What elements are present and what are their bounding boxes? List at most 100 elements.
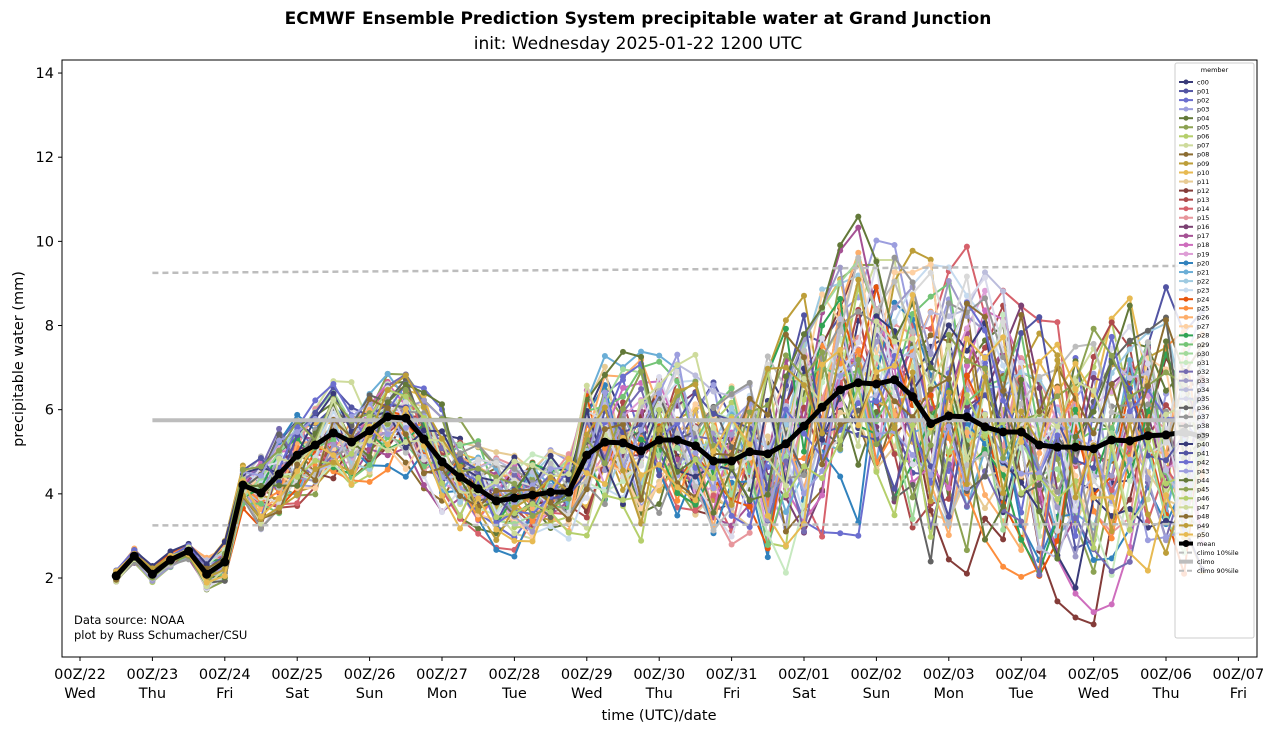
member-point xyxy=(312,457,319,464)
member-point xyxy=(402,425,409,432)
member-point xyxy=(1018,490,1025,497)
mean-point xyxy=(582,450,592,460)
member-point xyxy=(982,432,988,439)
member-point xyxy=(457,463,464,470)
member-point xyxy=(1018,330,1025,337)
member-point xyxy=(1054,341,1061,348)
member-point xyxy=(927,332,934,339)
member-point xyxy=(384,447,391,454)
mean-point xyxy=(817,402,827,412)
x-tick-label-day: Sun xyxy=(863,686,891,702)
x-tick-label-day: Wed xyxy=(64,686,96,702)
member-point xyxy=(1036,408,1043,415)
member-point xyxy=(873,313,880,320)
member-point xyxy=(891,241,898,248)
member-point xyxy=(801,528,807,535)
member-point xyxy=(801,448,807,455)
member-point xyxy=(384,452,391,459)
member-point xyxy=(819,467,826,474)
climo-line-p10 xyxy=(152,522,1203,527)
member-point xyxy=(1144,496,1151,503)
legend-label: p43 xyxy=(1197,467,1209,475)
member-point xyxy=(710,410,717,417)
member-point xyxy=(764,530,771,537)
member-point xyxy=(891,299,898,306)
member-point xyxy=(764,433,771,440)
x-tick-label-day: Mon xyxy=(934,686,965,702)
member-point xyxy=(909,452,916,459)
member-point xyxy=(638,496,645,503)
member-point xyxy=(692,511,699,518)
member-point xyxy=(656,501,663,508)
legend-label: p42 xyxy=(1197,458,1209,466)
legend-marker xyxy=(1183,432,1189,438)
member-point xyxy=(312,485,319,492)
member-point xyxy=(1072,343,1079,350)
member-point xyxy=(837,421,844,428)
member-point xyxy=(692,501,699,508)
member-point xyxy=(294,428,301,435)
member-point xyxy=(1144,511,1151,518)
member-point xyxy=(674,497,681,504)
member-point xyxy=(945,300,952,307)
member-point xyxy=(927,256,934,263)
member-point xyxy=(529,462,536,469)
member-point xyxy=(782,421,789,428)
member-point xyxy=(963,243,970,250)
legend-label: p44 xyxy=(1197,477,1209,485)
member-point xyxy=(656,472,663,479)
legend-item-p04: p04 xyxy=(1179,115,1209,123)
member-point xyxy=(258,482,264,489)
member-point xyxy=(366,396,373,403)
member-point xyxy=(909,247,916,254)
member-point xyxy=(439,509,445,516)
member-point xyxy=(692,401,699,408)
mean-point xyxy=(618,438,628,448)
member-point xyxy=(1090,556,1097,563)
member-point xyxy=(511,454,518,461)
mean-point xyxy=(690,441,700,451)
member-point xyxy=(963,273,970,280)
member-point xyxy=(945,313,952,320)
member-point xyxy=(674,362,681,369)
member-point xyxy=(891,269,898,276)
member-point xyxy=(1163,533,1169,540)
member-point xyxy=(1000,465,1007,472)
member-point xyxy=(638,385,645,392)
legend-label: p37 xyxy=(1197,413,1209,421)
legend-marker xyxy=(1183,124,1189,130)
member-point xyxy=(1108,319,1115,326)
member-point xyxy=(276,504,283,511)
member-point xyxy=(620,501,626,508)
legend-item-p28: p28 xyxy=(1179,332,1209,340)
member-point xyxy=(674,484,681,491)
member-point xyxy=(239,466,246,473)
member-point xyxy=(656,487,663,494)
x-axis: 00Z/22 Wed 00Z/23 Thu 00Z/24 Fri 00Z/25 Sat 00Z/… xyxy=(54,657,1264,702)
member-point xyxy=(565,495,572,502)
mean-point xyxy=(1034,440,1044,450)
member-point xyxy=(855,532,862,539)
member-point xyxy=(1072,590,1079,597)
member-point xyxy=(439,401,445,408)
member-point xyxy=(728,512,735,519)
member-point xyxy=(583,396,590,403)
member-point xyxy=(1036,314,1043,321)
member-point xyxy=(1000,354,1007,361)
member-point xyxy=(819,335,826,342)
member-point xyxy=(674,445,681,452)
legend-item-p38: p38 xyxy=(1179,422,1209,430)
member-point xyxy=(330,475,337,482)
member-point xyxy=(638,398,645,405)
member-point xyxy=(601,445,608,452)
member-point xyxy=(837,437,844,444)
member-point xyxy=(801,430,807,437)
member-point xyxy=(258,513,264,520)
legend-marker xyxy=(1183,369,1189,375)
member-point xyxy=(1018,470,1025,477)
member-point xyxy=(1144,452,1151,459)
member-point xyxy=(837,530,844,537)
member-point xyxy=(782,542,789,549)
member-point xyxy=(837,295,844,302)
